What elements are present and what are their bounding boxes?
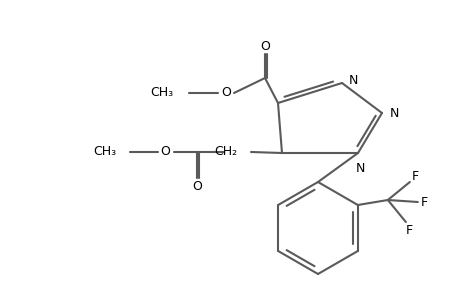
Text: CH₂: CH₂ [213, 145, 236, 158]
Text: N: N [389, 106, 398, 119]
Text: CH₃: CH₃ [150, 85, 173, 98]
Text: N: N [348, 74, 358, 86]
Text: F: F [404, 224, 412, 236]
Text: F: F [410, 170, 418, 184]
Text: N: N [354, 162, 364, 175]
Text: O: O [160, 145, 169, 158]
Text: O: O [192, 181, 202, 194]
Text: O: O [259, 40, 269, 52]
Text: O: O [221, 85, 230, 98]
Text: F: F [420, 196, 426, 208]
Text: CH₃: CH₃ [93, 145, 116, 158]
